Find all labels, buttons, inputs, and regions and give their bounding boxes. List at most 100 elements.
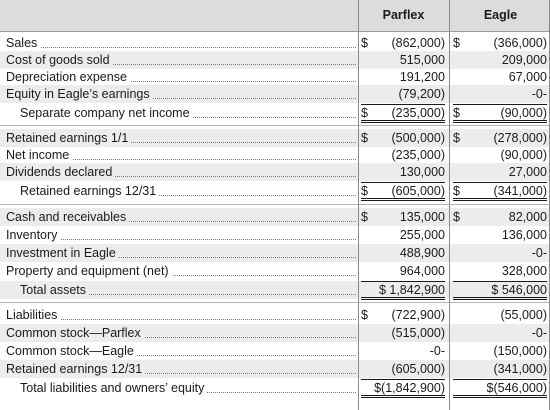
amount: -0-	[531, 246, 547, 260]
row-label-text: Common stock—Parflex	[6, 326, 144, 340]
currency-symbol: $	[453, 131, 460, 145]
amount: 67,000	[508, 70, 547, 84]
value-eagle: -0-	[453, 324, 547, 342]
row-label: Net income	[6, 146, 356, 164]
value-parflex: -0-	[361, 342, 445, 360]
dot-leader	[6, 257, 356, 258]
header-parflex: Parflex	[382, 8, 425, 22]
amount: (55,000)	[500, 308, 547, 322]
dot-leader	[6, 373, 356, 374]
amount: (341,000)	[493, 184, 547, 198]
row-label: Cash and receivables	[6, 208, 356, 226]
row-label: Common stock—Eagle	[6, 342, 356, 360]
value-parflex: 255,000	[361, 226, 445, 244]
amount: (722,900)	[391, 308, 445, 322]
row-label-text: Retained earnings 12/31	[20, 184, 160, 198]
amount: (341,000)	[493, 362, 547, 376]
row-label-text: Liabilities	[6, 308, 61, 322]
value-eagle: 328,000	[453, 262, 547, 280]
row-label-text: Common stock—Eagle	[6, 344, 137, 358]
dot-leader	[6, 221, 356, 222]
value-eagle: 67,000	[453, 68, 547, 86]
amount: (90,000)	[500, 106, 547, 120]
row-label: Common stock—Parflex	[6, 324, 356, 342]
value-parflex: $ 1,842,900	[361, 281, 445, 300]
value-parflex: $ (862,000)	[361, 34, 445, 52]
row-label: Inventory	[6, 226, 356, 244]
amount: 191,200	[399, 70, 445, 84]
table-row: Inventory 255,000 136,000	[0, 226, 550, 244]
amount: 130,000	[399, 165, 445, 179]
row-label-text: Cash and receivables	[6, 210, 130, 224]
table-row: Retained earnings 12/31 (605,000) (341,000…	[0, 360, 550, 378]
dot-leader	[6, 275, 356, 276]
table-row: Total assets $ 1,842,900 $ 546,000	[0, 281, 550, 300]
currency-symbol: $	[361, 210, 368, 224]
value-parflex: $ (235,000)	[361, 104, 445, 123]
amount: 964,000	[399, 264, 445, 278]
amount: 328,000	[501, 264, 547, 278]
value-parflex: $135,000	[361, 208, 445, 226]
header-eagle: Eagle	[483, 8, 518, 22]
currency-symbol: $	[453, 184, 460, 198]
row-label-text: Total assets	[20, 283, 90, 297]
amount: 515,000	[399, 53, 445, 67]
table-row: Sales $ (862,000) $ (366,000)	[0, 34, 550, 52]
value-eagle: $ (278,000)	[453, 129, 547, 147]
table-row: Total liabilities and owners’ equity $(1,…	[0, 379, 550, 398]
row-label: Cost of goods sold	[6, 51, 356, 69]
amount: (366,000)	[493, 36, 547, 50]
row-label: Retained earnings 12/31	[20, 182, 356, 200]
amount: (862,000)	[391, 36, 445, 50]
amount: $ 1,842,900	[378, 283, 445, 297]
currency-symbol: $	[453, 210, 460, 224]
column-divider	[449, 0, 450, 410]
value-eagle: $82,000	[453, 208, 547, 226]
value-parflex: (235,000)	[361, 146, 445, 164]
dot-leader	[6, 64, 356, 65]
section-divider	[0, 125, 550, 126]
table-row: Separate company net income $ (235,000) $ (9…	[0, 104, 550, 123]
row-label-text: Dividends declared	[6, 165, 116, 179]
dot-leader	[20, 195, 356, 196]
value-eagle: $(546,000)	[453, 379, 547, 398]
row-label: Retained earnings 1/1	[6, 129, 356, 147]
column-divider	[358, 0, 359, 410]
row-label: Sales	[6, 34, 356, 52]
row-label-text: Retained earnings 12/31	[6, 362, 146, 376]
amount: (235,000)	[391, 106, 445, 120]
amount: (150,000)	[493, 344, 547, 358]
table-row: Property and equipment (net) 964,000 328,0…	[0, 262, 550, 280]
amount: (79,200)	[398, 87, 445, 101]
dot-leader	[6, 319, 356, 320]
dot-leader	[6, 337, 356, 338]
value-parflex: 191,200	[361, 68, 445, 86]
section-divider	[0, 302, 550, 303]
row-label: Depreciation expense	[6, 68, 356, 86]
row-label-text: Separate company net income	[20, 106, 193, 120]
value-eagle: $ (90,000)	[453, 104, 547, 123]
row-label: Separate company net income	[20, 104, 356, 122]
table-row: Liabilities $ (722,900) (55,000)	[0, 306, 550, 324]
amount: (515,000)	[391, 326, 445, 340]
value-eagle: (90,000)	[453, 146, 547, 164]
row-label-text: Depreciation expense	[6, 70, 130, 84]
currency-symbol: $	[361, 308, 368, 322]
amount: $(1,842,900)	[374, 381, 445, 395]
row-label-text: Inventory	[6, 228, 61, 242]
value-eagle: $ (341,000)	[453, 182, 547, 201]
table-row: Depreciation expense 191,200 67,000	[0, 68, 550, 86]
value-parflex: $ (722,900)	[361, 306, 445, 324]
currency-symbol: $	[361, 184, 368, 198]
table-row: Cost of goods sold 515,000 209,000	[0, 51, 550, 69]
row-label-text: Sales	[6, 36, 41, 50]
row-label-text: Total liabilities and owners’ equity	[20, 381, 208, 395]
row-label-text: Net income	[6, 148, 73, 162]
row-label: Retained earnings 12/31	[6, 360, 356, 378]
currency-symbol: $	[361, 36, 368, 50]
table-row: Equity in Eagle’s earnings (79,200) -0-	[0, 85, 550, 103]
row-label-text: Retained earnings 1/1	[6, 131, 132, 145]
dot-leader	[6, 81, 356, 82]
row-label: Total assets	[20, 281, 356, 299]
